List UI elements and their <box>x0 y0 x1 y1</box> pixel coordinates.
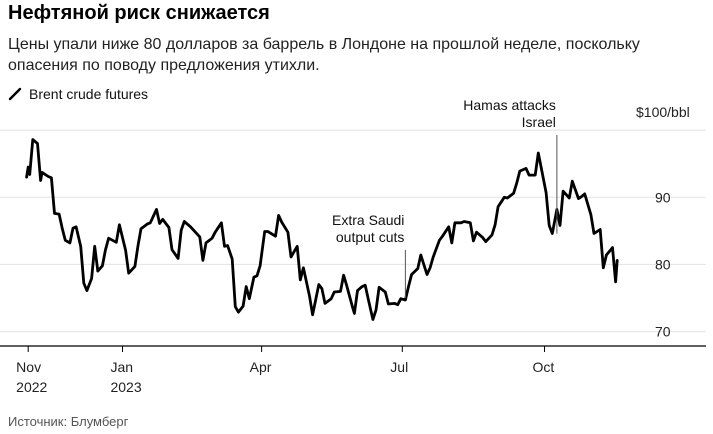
annotation-label: Extra Saudi <box>332 212 404 228</box>
x-tick-sublabel: 2023 <box>110 379 141 395</box>
legend-label: Brent crude futures <box>29 86 149 102</box>
brent-series-line <box>25 138 619 321</box>
y-tick-label: 70 <box>655 324 671 340</box>
gridlines <box>0 129 706 333</box>
y-tick-label: 80 <box>655 256 671 272</box>
x-tick-label: Jul <box>390 359 408 375</box>
chart-title: Нефтяной риск снижается <box>8 2 270 24</box>
annotation-label: Israel <box>522 114 556 130</box>
series-group <box>25 138 619 321</box>
x-tick-sublabel: 2022 <box>16 379 47 395</box>
legend-line-icon <box>8 87 22 101</box>
y-unit-label: $100/bbl <box>636 104 690 120</box>
annotation-label: output cuts <box>336 229 405 245</box>
source-note: Источник: Блумберг <box>8 414 129 429</box>
axes: 70 80 90 $100/bbl Nov 2022 Jan 2023 Apr Jul Oct <box>0 104 706 395</box>
chart-subtitle: Цены упали ниже 80 долларов за баррель в… <box>8 36 640 74</box>
x-tick-label: Apr <box>250 359 272 375</box>
x-tick-label: Oct <box>533 359 555 375</box>
annotation-label: Hamas attacks <box>463 97 556 113</box>
legend: Brent crude futures <box>8 86 148 102</box>
x-tick-label: Nov <box>16 359 41 375</box>
y-tick-label: 90 <box>655 189 671 205</box>
x-tick-label: Jan <box>110 359 133 375</box>
